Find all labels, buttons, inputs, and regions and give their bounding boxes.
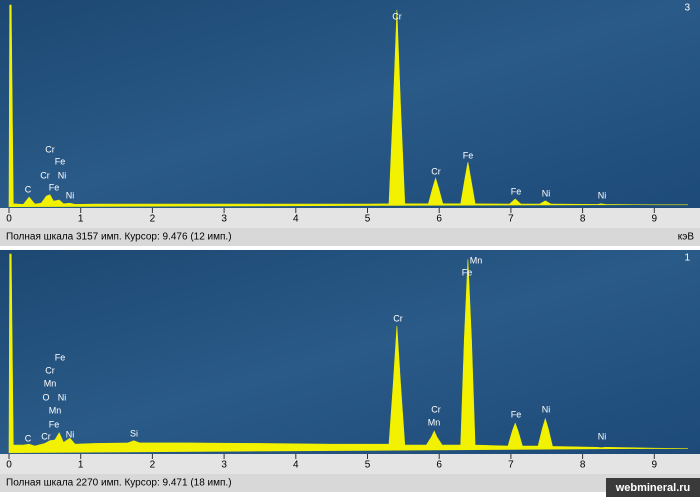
peak-label: Cr [431,404,441,414]
peak-label: Cr [45,365,55,375]
x-tick-label: 8 [580,214,586,225]
x-tick-label: 0 [6,214,12,225]
peak-label: Ni [598,431,607,441]
peak-label: O [42,392,49,402]
peak-label: Cr [393,313,403,323]
watermark: webmineral.ru [615,482,691,494]
peak-label: Mn [470,255,483,265]
peak-label: Mn [428,417,441,427]
status-bar [0,228,700,246]
x-tick-label: 6 [436,214,442,225]
peak-label: Ni [598,190,607,200]
x-tick-label: 7 [508,460,514,471]
peak-label: Ni [58,170,67,180]
x-tick-label: 5 [365,214,371,225]
status-bar [0,474,700,492]
peak-label: Mn [49,405,62,415]
panel-label: 1 [684,253,690,264]
panel-label: 3 [684,3,690,14]
x-tick-label: 8 [580,460,586,471]
peak-label: Cr [431,166,441,176]
x-tick-label: 2 [150,214,156,225]
peak-label: Ni [66,190,75,200]
x-tick-label: 9 [652,460,658,471]
peak-label: Fe [462,267,473,277]
peak-label: Cr [392,11,402,21]
x-tick-label: 4 [293,214,299,225]
x-tick-label: 6 [436,460,442,471]
peak-label: Ni [58,392,67,402]
axis-band [0,454,700,474]
plot-area [0,0,700,208]
x-tick-label: 3 [221,460,227,471]
peak-label: Cr [40,170,50,180]
x-tick-label: 3 [221,214,227,225]
peak-label: Ni [66,429,75,439]
peak-label: Fe [511,186,522,196]
x-tick-label: 7 [508,214,514,225]
spectrum [8,4,688,208]
watermark-bg [606,478,700,497]
peak-label: Fe [463,150,474,160]
spectrum [8,253,689,454]
peak-label: Si [130,428,138,438]
peak-label: Fe [55,352,66,362]
peak-label: Fe [49,419,60,429]
x-tick-label: 1 [78,460,84,471]
peak-label: Fe [49,182,60,192]
peak-label: Fe [511,409,522,419]
x-tick-label: 5 [365,460,371,471]
x-tick-label: 1 [78,214,84,225]
unit-label: кэВ [678,232,695,243]
peak-label: Fe [55,156,66,166]
peak-label: Cr [41,431,51,441]
x-tick-label: 9 [652,214,658,225]
plot-area [0,250,700,454]
x-tick-label: 2 [150,460,156,471]
peak-label: Cr [45,144,55,154]
peak-label: Ni [542,188,551,198]
status-text: Полная шкала 3157 имп. Курсор: 9.476 (12… [6,232,232,243]
x-tick-label: 4 [293,460,299,471]
peak-label: Mn [44,378,57,388]
peak-label: C [25,433,32,443]
peak-label: C [25,184,32,194]
axis-band [0,208,700,228]
status-text: Полная шкала 2270 имп. Курсор: 9.471 (18… [6,478,232,489]
x-tick-label: 0 [6,460,12,471]
peak-label: Ni [542,404,551,414]
